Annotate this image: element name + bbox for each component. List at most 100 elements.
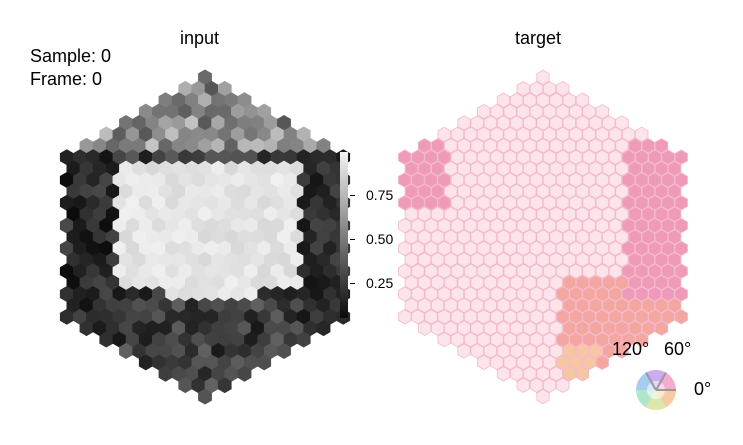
- target-hex-cell: [562, 138, 576, 154]
- target-hex-cell: [496, 297, 511, 314]
- target-hex-cell: [575, 206, 590, 222]
- target-hex-cell: [523, 160, 537, 177]
- target-hex-cell: [615, 297, 629, 314]
- target-hex-cell: [536, 183, 550, 200]
- target-hex-cell: [509, 252, 524, 268]
- target-hex-cell: [575, 297, 590, 314]
- target-hex-cell: [444, 320, 458, 336]
- target-hex-cell: [463, 240, 478, 257]
- target-hex-cell: [674, 309, 688, 325]
- target-hex-cell: [595, 354, 609, 371]
- target-hex-cell: [595, 103, 609, 120]
- target-hex-cell: [529, 331, 544, 348]
- target-hex-cell: [582, 172, 596, 188]
- target-hex-cell: [589, 297, 603, 314]
- target-hex-cell: [582, 309, 596, 325]
- target-hex-cell: [556, 195, 570, 211]
- target-hex-cell: [490, 309, 504, 325]
- target-hex-cell: [457, 138, 471, 154]
- target-hex-cell: [490, 286, 504, 302]
- colorbar-gradient: [340, 152, 348, 318]
- target-hex-cell: [542, 81, 557, 97]
- target-hex-cell: [641, 160, 655, 177]
- target-hex-cell: [589, 206, 603, 222]
- color-wheel-axis: [655, 372, 667, 391]
- target-hex-cell: [477, 172, 491, 188]
- target-hex-cell: [549, 252, 563, 268]
- target-hex-cell: [477, 149, 491, 165]
- target-hex-cell: [411, 172, 425, 188]
- target-hex-cell: [516, 81, 530, 97]
- target-hex-cell: [509, 320, 524, 336]
- target-hex-cell: [615, 183, 629, 200]
- target-hex-cell: [470, 183, 484, 200]
- target-hex-cell: [503, 172, 517, 188]
- target-hex-cell: [536, 138, 550, 154]
- input-hex-grid: [59, 69, 351, 405]
- target-hex-cell: [549, 115, 563, 131]
- target-hex-cell: [457, 206, 471, 222]
- target-hex-cell: [562, 92, 576, 108]
- target-hex-cell: [648, 309, 662, 325]
- target-hex-cell: [516, 377, 530, 393]
- target-hex-cell: [477, 263, 491, 279]
- target-hex-cell: [529, 240, 544, 257]
- target-hex-cell: [641, 229, 655, 245]
- target-hex-cell: [556, 172, 570, 188]
- target-hex-cell: [431, 160, 445, 177]
- target-hex-cell: [615, 206, 629, 222]
- target-hex-cell: [628, 160, 642, 177]
- target-hex-cell: [608, 195, 622, 211]
- target-hex-cell: [483, 206, 498, 222]
- target-hex-cell: [575, 274, 590, 291]
- target-hex-cell: [450, 126, 465, 143]
- target-hex-cell: [602, 274, 616, 291]
- target-hex-cell: [503, 309, 517, 325]
- color-wheel-axis: [645, 372, 657, 391]
- target-hex-cell: [529, 149, 544, 165]
- target-hex-cell: [404, 297, 419, 314]
- target-hex-cell: [483, 229, 498, 245]
- target-hex-cell: [615, 252, 629, 268]
- target-hex-cell: [463, 331, 478, 348]
- target-hex-cell: [628, 252, 642, 268]
- frame-label: Frame: 0: [30, 69, 103, 89]
- target-hex-cell: [477, 103, 491, 120]
- target-hex-cell: [463, 286, 478, 302]
- target-hex-cell: [556, 377, 570, 393]
- target-hex-cell: [509, 366, 524, 382]
- target-hex-cell: [569, 309, 583, 325]
- target-hex-cell: [516, 331, 530, 348]
- target-hex-cell: [523, 366, 537, 382]
- target-hex-cell: [496, 115, 511, 131]
- target-hex-cell: [463, 195, 478, 211]
- target-hex-cell: [490, 240, 504, 257]
- target-hex-cell: [503, 354, 517, 371]
- target-hex-cell: [503, 195, 517, 211]
- target-hex-cell: [516, 126, 530, 143]
- target-hex-cell: [477, 354, 491, 371]
- target-hex-cell: [431, 320, 445, 336]
- target-hex-cell: [398, 217, 412, 234]
- target-hex-cell: [582, 331, 596, 348]
- target-hex-cell: [424, 149, 438, 165]
- target-hex-cell: [483, 138, 498, 154]
- target-hex-cell: [529, 172, 544, 188]
- target-hex-cell: [523, 252, 537, 268]
- target-hex-cell: [549, 138, 563, 154]
- target-hex-cell: [661, 172, 675, 188]
- target-hex-cell: [602, 138, 616, 154]
- target-hex-cell: [549, 92, 563, 108]
- target-hex-cell: [621, 331, 636, 348]
- target-hex-cell: [490, 126, 504, 143]
- target-hex-cell: [516, 149, 530, 165]
- target-hex-cell: [549, 183, 563, 200]
- target-hex-cell: [516, 263, 530, 279]
- target-hex-cell: [582, 354, 596, 371]
- sample-label: Sample: 0: [30, 46, 112, 66]
- target-hex-cell: [608, 309, 622, 325]
- target-hex-cell: [477, 217, 491, 234]
- target-hex-cell: [477, 195, 491, 211]
- target-hex-cell: [457, 320, 471, 336]
- target-hex-cell: [509, 206, 524, 222]
